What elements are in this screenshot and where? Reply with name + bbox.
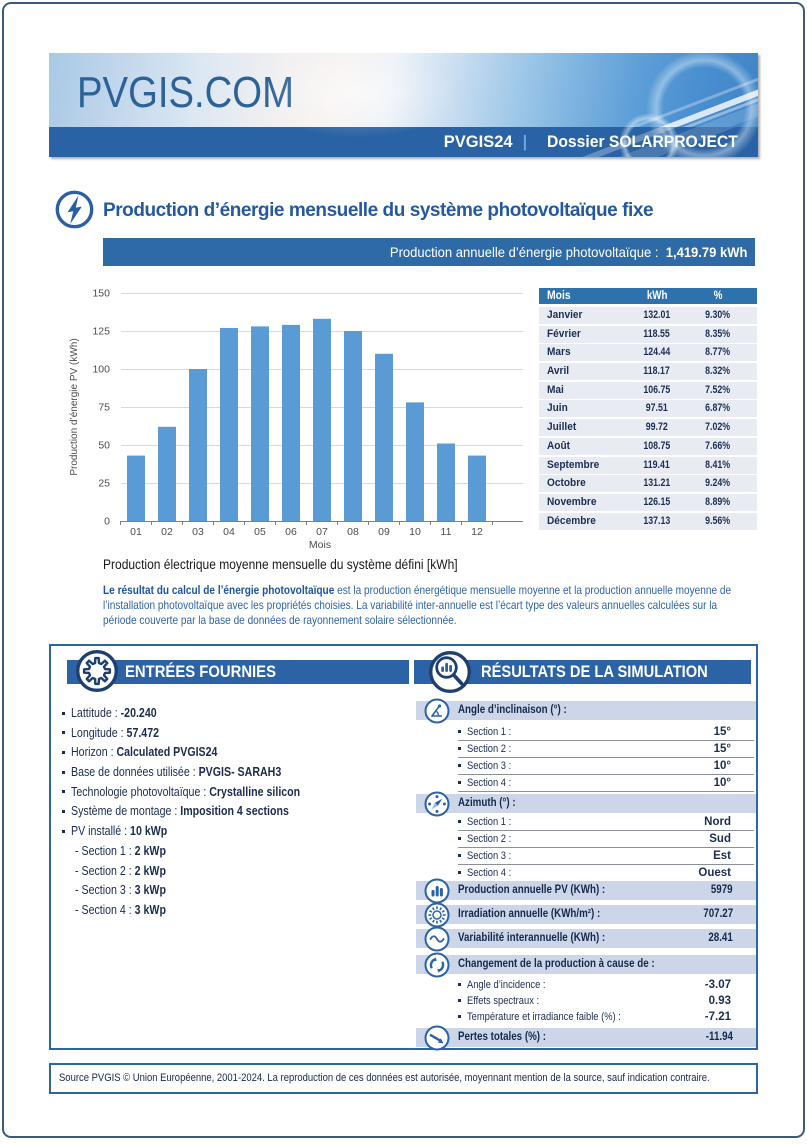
svg-text:01: 01 [130,526,142,538]
svg-text:25: 25 [98,478,110,490]
svg-text:50: 50 [98,440,110,452]
svg-text:02: 02 [161,526,173,538]
svg-text:Production d’énergie PV (kWh): Production d’énergie PV (kWh) [69,338,80,475]
svg-text:11: 11 [441,526,452,538]
svg-text:08: 08 [347,526,359,538]
svg-text:03: 03 [192,526,204,538]
svg-text:125: 125 [92,326,110,338]
svg-text:10: 10 [409,526,421,538]
svg-text:0: 0 [104,516,110,528]
svg-text:12: 12 [471,526,483,538]
svg-text:04: 04 [223,526,235,538]
svg-text:09: 09 [378,526,390,538]
svg-text:07: 07 [316,526,328,538]
svg-text:06: 06 [285,526,297,538]
svg-text:150: 150 [92,288,110,300]
svg-text:05: 05 [254,526,266,538]
svg-text:100: 100 [92,364,110,376]
svg-text:Mois: Mois [309,539,331,551]
svg-text:75: 75 [98,402,110,414]
